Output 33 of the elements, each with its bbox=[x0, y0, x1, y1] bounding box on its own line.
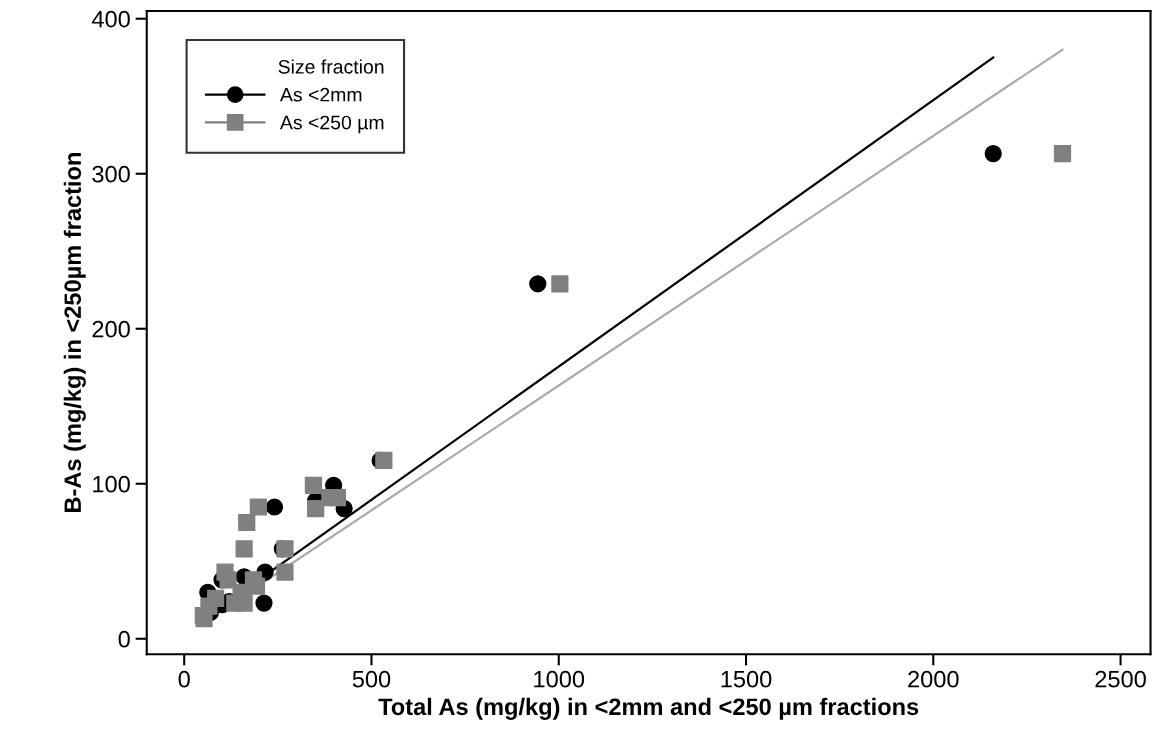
point bbox=[219, 571, 237, 589]
point bbox=[276, 563, 294, 581]
point bbox=[307, 499, 325, 518]
point bbox=[551, 275, 569, 293]
y-tick-label: 400 bbox=[91, 10, 130, 28]
point bbox=[255, 594, 273, 612]
point bbox=[1053, 144, 1072, 163]
x-tick-label: 500 bbox=[352, 670, 391, 688]
point bbox=[247, 577, 266, 595]
y-tick-label: 0 bbox=[118, 630, 130, 648]
y-tick-label: 100 bbox=[93, 475, 130, 493]
point bbox=[984, 144, 1002, 163]
x-tick-label: 1500 bbox=[721, 670, 772, 688]
point bbox=[375, 451, 393, 470]
y-tick-label: 200 bbox=[92, 320, 130, 338]
point bbox=[235, 540, 253, 558]
x-tick-label: 2000 bbox=[908, 670, 959, 688]
x-axis-title: Total As (mg/kg) in <2mm and <250 µm fractions bbox=[378, 697, 919, 720]
point bbox=[249, 498, 267, 516]
point bbox=[529, 275, 547, 293]
y-tick-label: 300 bbox=[92, 165, 130, 183]
legend-label: As <2mm bbox=[279, 87, 362, 102]
y-axis-title: B-As (mg/kg) in <250µm fraction bbox=[63, 153, 86, 512]
x-tick-label: 0 bbox=[178, 670, 190, 688]
x-tick-label: 2500 bbox=[1095, 670, 1146, 688]
point bbox=[238, 513, 256, 532]
point bbox=[265, 498, 284, 516]
point bbox=[328, 489, 347, 507]
x-tick-label: 1000 bbox=[534, 670, 585, 688]
point bbox=[304, 476, 323, 494]
legend-label: As <250 µm bbox=[279, 115, 384, 134]
point bbox=[226, 594, 244, 612]
legend-title: Size fraction bbox=[278, 59, 384, 74]
